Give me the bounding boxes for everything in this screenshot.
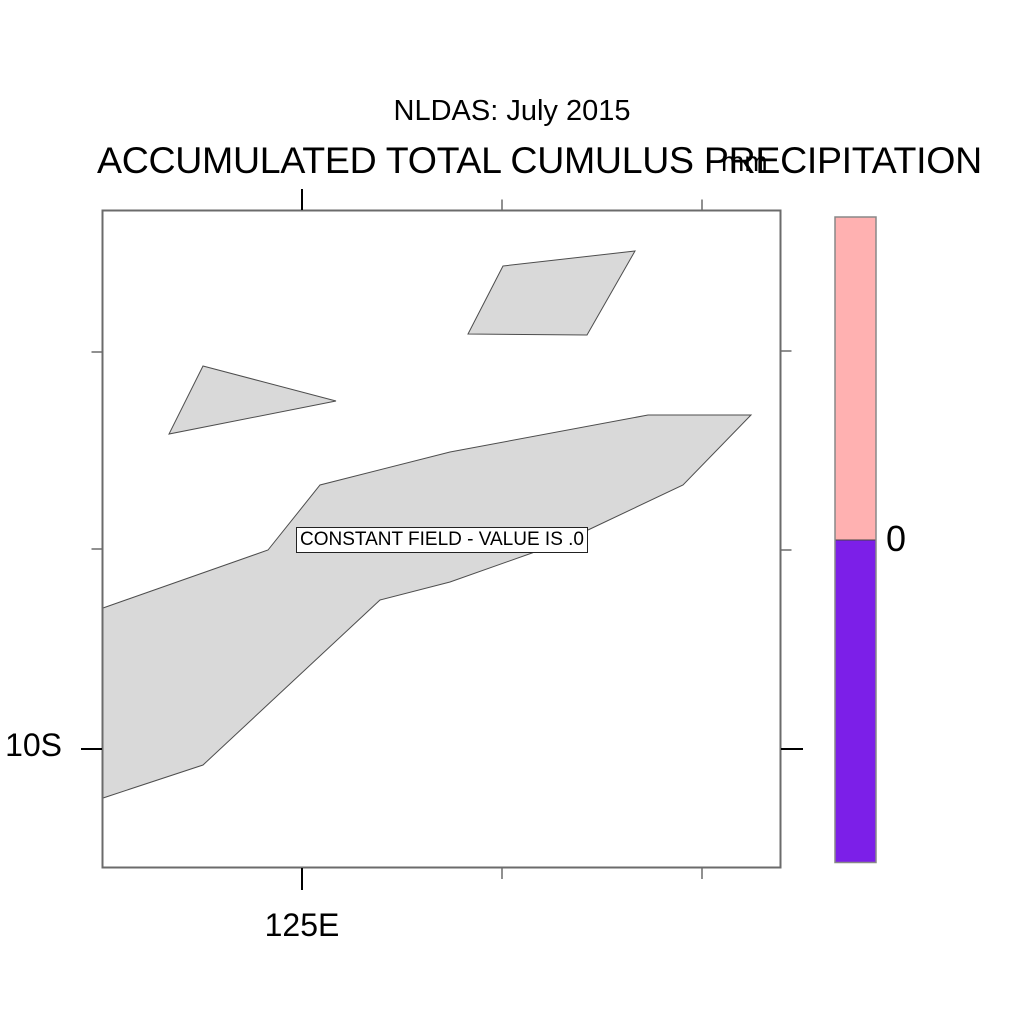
major-ticks (81, 189, 803, 890)
plot-title: ACCUMULATED TOTAL CUMULUS PRECIPITATION (97, 139, 982, 181)
colorbar-below-zero-segment (835, 540, 876, 863)
constant-field-annotation: CONSTANT FIELD - VALUE IS .0 (296, 527, 588, 553)
y-axis-tick-label: 10S (5, 727, 62, 763)
units-label: mm (721, 146, 768, 177)
landmass-parallelogram (467, 250, 636, 336)
colorbar-above-zero-segment (835, 217, 876, 540)
plot-subtitle: NLDAS: July 2015 (393, 95, 631, 127)
colorbar (834, 216, 877, 864)
landmass-triangle (168, 365, 337, 435)
x-axis-tick-label: 125E (264, 907, 340, 943)
colorbar-frame (834, 216, 877, 864)
landmass-main (102, 414, 753, 799)
plot-border (101, 209, 782, 869)
minor-ticks (91, 199, 792, 879)
colorbar-tick-label: 0 (886, 518, 907, 559)
landmass-group (102, 250, 753, 799)
